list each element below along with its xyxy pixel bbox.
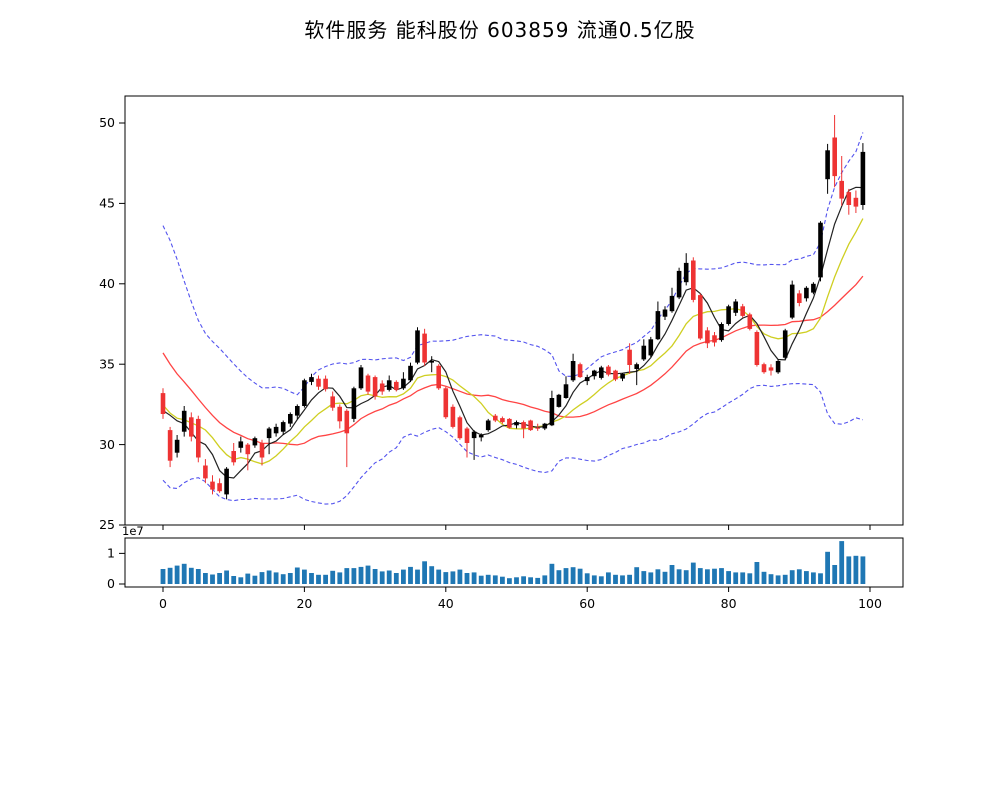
- svg-text:0: 0: [107, 576, 115, 591]
- bollinger-upper-band: [162, 132, 864, 396]
- svg-text:40: 40: [99, 276, 115, 291]
- svg-text:100: 100: [858, 596, 882, 611]
- volume-scale-offset-label: 1e7: [122, 524, 144, 538]
- svg-text:30: 30: [99, 437, 115, 452]
- ma-fast-line: [162, 186, 863, 479]
- svg-text:60: 60: [579, 596, 595, 611]
- svg-text:50: 50: [99, 115, 115, 130]
- volume-plot-frame: [124, 537, 904, 588]
- svg-text:0: 0: [159, 596, 167, 611]
- ma-mid-line: [162, 218, 864, 465]
- chart-title: 软件服务 能科股份 603859 流通0.5亿股: [304, 18, 696, 42]
- svg-text:1: 1: [107, 546, 115, 561]
- volume-series: [160, 541, 866, 584]
- svg-text:20: 20: [296, 596, 312, 611]
- ma-slow-line: [162, 275, 864, 446]
- main-plot-frame: [124, 95, 904, 526]
- svg-text:40: 40: [438, 596, 454, 611]
- svg-text:25: 25: [99, 517, 115, 532]
- svg-text:45: 45: [99, 196, 115, 211]
- svg-text:35: 35: [99, 356, 115, 371]
- svg-text:80: 80: [721, 596, 737, 611]
- bollinger-lower-band: [162, 383, 864, 505]
- candle-series: [160, 115, 866, 500]
